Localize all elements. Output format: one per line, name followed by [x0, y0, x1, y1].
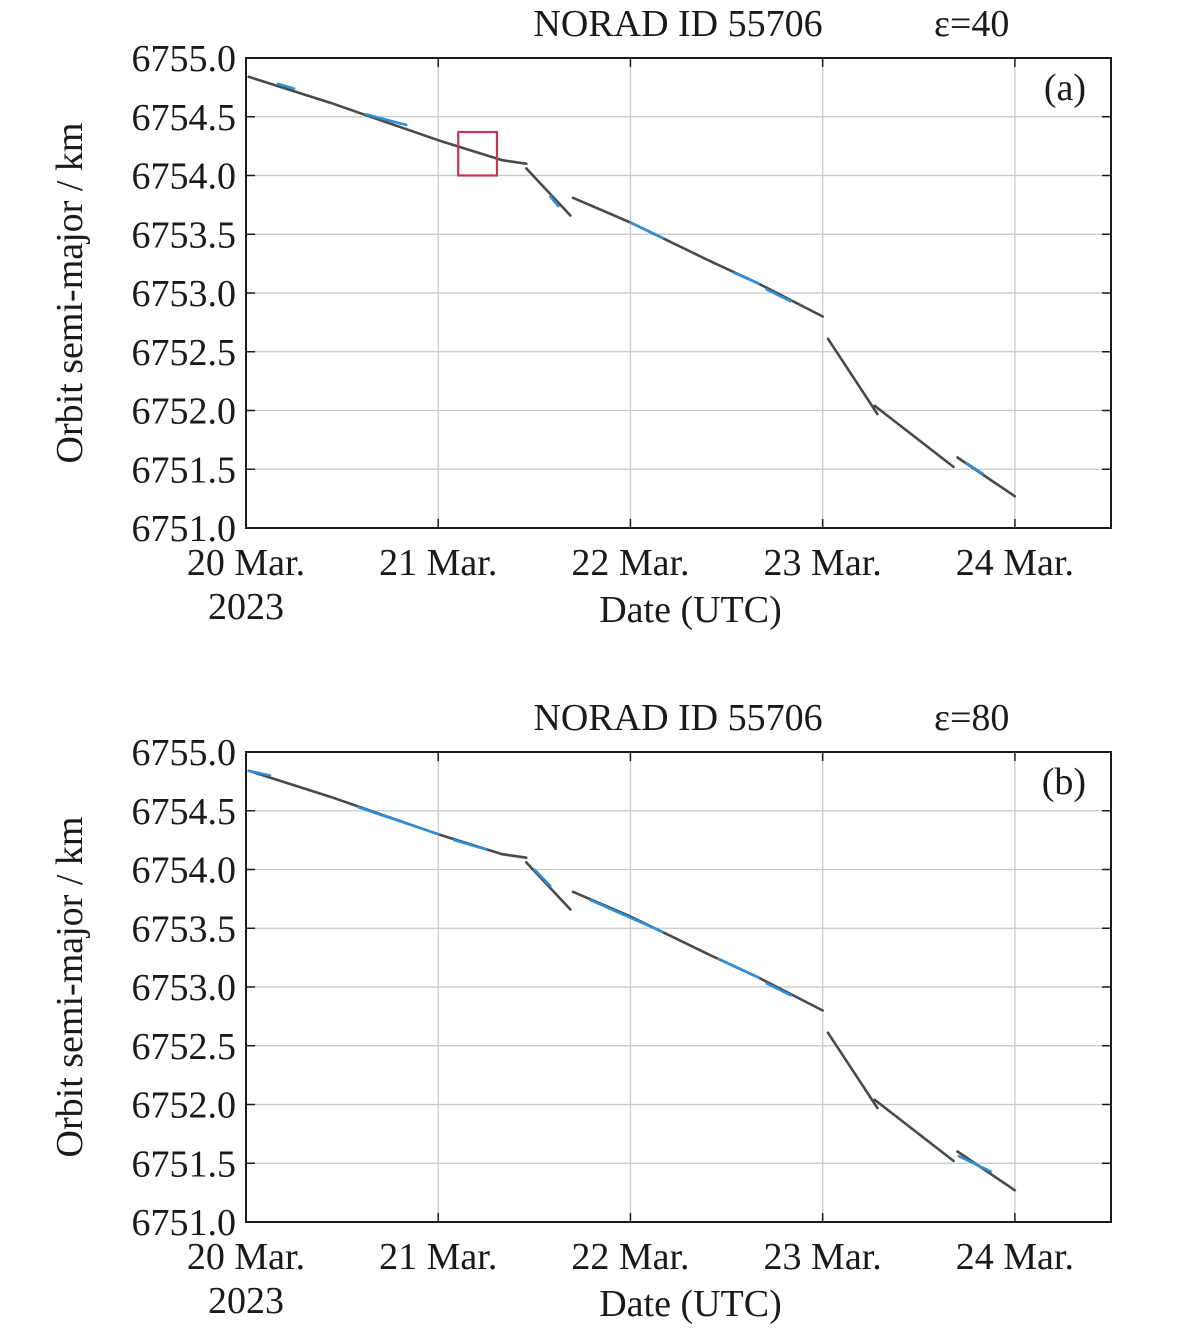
highlight-segment	[356, 805, 440, 836]
x-tick-label: 21 Mar.	[379, 1236, 497, 1278]
x-tick-label: 22 Mar.	[571, 542, 689, 584]
highlight-segment	[957, 1154, 993, 1173]
highlight-segment	[765, 288, 792, 303]
y-tick-label: 6755.0	[132, 38, 237, 80]
y-tick-label: 6751.0	[132, 508, 237, 550]
y-tick-label: 6754.5	[132, 791, 237, 833]
y-tick-label: 6751.0	[132, 1202, 237, 1244]
x-tick-label: 23 Mar.	[764, 542, 882, 584]
y-tick-label: 6752.5	[132, 332, 237, 374]
x-tick-label: 20 Mar.	[187, 542, 305, 584]
y-tick-label: 6752.5	[132, 1026, 237, 1068]
highlight-segment	[549, 195, 560, 208]
y-axis-title: Orbit semi-major / km	[49, 123, 91, 464]
series-segment	[956, 1150, 1017, 1192]
highlight-segment	[364, 113, 408, 127]
x-tick-label: 23 Mar.	[764, 1236, 882, 1278]
series-segment	[873, 404, 955, 469]
series-segment	[873, 1098, 955, 1163]
chart-title: NORAD ID 55706	[533, 3, 822, 45]
y-tick-label: 6754.5	[132, 97, 237, 139]
y-tick-label: 6753.0	[132, 273, 237, 315]
series-segment	[247, 769, 528, 860]
epsilon-annotation: ε=40	[934, 3, 1009, 45]
panel-label: (b)	[1042, 761, 1086, 803]
highlight-segment	[717, 957, 760, 979]
x-tick-label: 2023	[208, 1280, 284, 1322]
y-tick-label: 6753.5	[132, 908, 237, 950]
y-tick-label: 6752.0	[132, 391, 237, 433]
highlight-segment	[765, 982, 792, 997]
y-tick-label: 6755.0	[132, 732, 237, 774]
chart-panel-b: 6751.0 6751.5 6752.0 6752.5 6753.0 6753.5 6754…	[49, 697, 1112, 1325]
series-segment	[247, 75, 528, 165]
highlight-segment	[965, 462, 985, 476]
x-tick-label: 22 Mar.	[571, 1236, 689, 1278]
chart-title: NORAD ID 55706	[533, 697, 822, 739]
x-tick-label: 24 Mar.	[956, 542, 1074, 584]
y-tick-label: 6751.5	[132, 449, 237, 491]
y-axis-title: Orbit semi-major / km	[49, 817, 91, 1158]
x-tick-label: 21 Mar.	[379, 542, 497, 584]
series-segment	[826, 1031, 879, 1110]
epsilon-annotation: ε=80	[934, 697, 1009, 739]
y-tick-label: 6751.5	[132, 1143, 237, 1185]
x-tick-label: 2023	[208, 586, 284, 628]
series-segment	[571, 196, 825, 318]
x-axis-title: Date (UTC)	[599, 1283, 782, 1325]
series-segment	[524, 167, 572, 217]
highlight-segment	[276, 82, 296, 90]
y-tick-label: 6753.0	[132, 967, 237, 1009]
y-tick-label: 6754.0	[132, 850, 237, 892]
highlight-box	[457, 130, 499, 177]
highlight-segment	[247, 769, 272, 777]
x-tick-label: 20 Mar.	[187, 1236, 305, 1278]
highlight-segment	[532, 868, 552, 888]
x-axis-title: Date (UTC)	[599, 589, 782, 631]
y-tick-label: 6753.5	[132, 214, 237, 256]
highlight-segment	[452, 838, 488, 851]
y-tick-label: 6754.0	[132, 156, 237, 198]
panel-label: (a)	[1044, 67, 1086, 109]
highlight-segment	[733, 271, 760, 285]
highlight-segment	[589, 898, 664, 934]
x-tick-label: 24 Mar.	[956, 1236, 1074, 1278]
series-segment	[826, 337, 879, 416]
chart-panel-a: 6751.0 6751.5 6752.0 6752.5 6753.0 6753.5 6754…	[49, 3, 1112, 631]
y-tick-label: 6752.0	[132, 1085, 237, 1127]
highlight-segment	[629, 221, 664, 240]
